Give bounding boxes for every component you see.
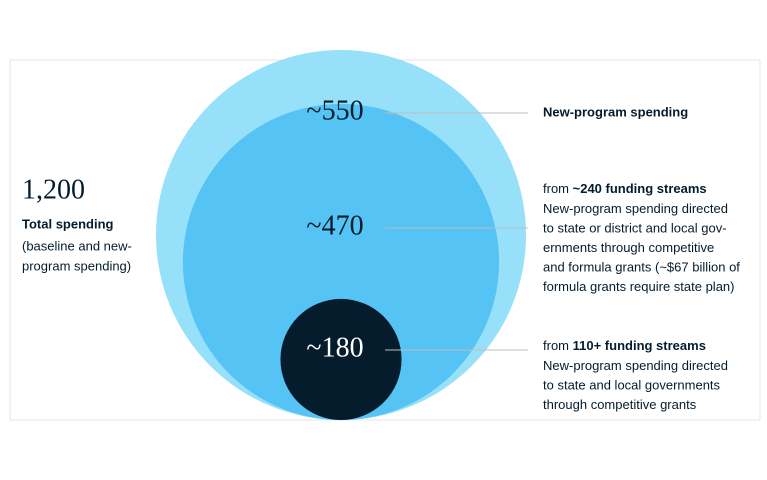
description-heading: from 110+ funding streams xyxy=(543,338,706,353)
description-line: and formula grants (~$67 billion of xyxy=(543,259,740,274)
total-value: 1,200 xyxy=(22,174,85,205)
description-line: to state and local governments xyxy=(543,377,721,392)
description-line: through competitive grants xyxy=(543,397,697,412)
description-line: formula grants require state plan) xyxy=(543,279,734,294)
circle xyxy=(280,298,402,421)
total-note: (baseline and new- xyxy=(22,238,132,253)
value-label: ~550 xyxy=(306,95,363,126)
description-title: New-program spending xyxy=(543,104,688,119)
value-label: ~180 xyxy=(306,332,363,363)
description-streams: ~240 funding streams xyxy=(573,181,707,196)
value-label: ~470 xyxy=(306,210,363,241)
description-streams: 110+ funding streams xyxy=(573,338,706,353)
description-line: New-program spending directed xyxy=(543,201,728,216)
description-heading: from ~240 funding streams xyxy=(543,181,707,196)
description-line: to state or district and local gov- xyxy=(543,220,727,235)
description-line: ernments through competitive xyxy=(543,240,714,255)
description-from: from xyxy=(543,338,569,353)
total-note: program spending) xyxy=(22,258,131,273)
description-from: from xyxy=(543,181,569,196)
description-line: New-program spending directed xyxy=(543,358,728,373)
circle xyxy=(182,103,500,420)
circles xyxy=(156,50,526,421)
total-title: Total spending xyxy=(22,216,114,231)
